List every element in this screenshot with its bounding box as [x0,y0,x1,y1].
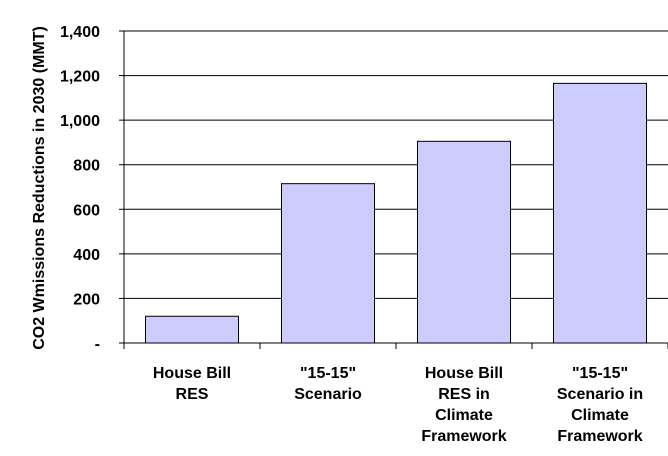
x-category-label: House Bill RES in Climate Framework [421,365,506,445]
x-category-labels: House Bill RES "15-15" Scenario House Bill RE… [153,365,643,445]
x-category-label: House Bill RES [153,365,231,403]
x-category-label-line: House Bill [425,365,503,382]
x-category-label-line: "15-15" [300,365,356,382]
y-tick-label: 800 [73,158,100,175]
x-category-label-line: Scenario in [557,386,643,403]
bar [417,140,511,344]
x-category-label-line: Framework [421,428,506,445]
y-axis-label: CO2 Wmissions Reductions in 2030 (MMT) [31,26,48,350]
bar [553,82,647,344]
x-category-label-line: Scenario [294,386,362,403]
x-category-label-line: "15-15" [572,365,628,382]
x-category-label-line: House Bill [153,365,231,382]
y-tick-label: 1,200 [60,69,100,86]
y-tick-label: - [95,336,100,353]
x-category-label-line: RES in [438,386,490,403]
x-category-label-line: RES [176,386,209,403]
gridlines [124,30,668,299]
y-tick-label: 400 [73,247,100,264]
bars [145,82,647,344]
y-tick-label: 1,000 [60,113,100,130]
y-tick-label: 1,400 [60,24,100,41]
x-category-label-line: Climate [571,407,629,424]
x-category-label-line: Climate [435,407,493,424]
x-category-label: "15-15" Scenario in Climate Framework [557,365,643,445]
bar [145,315,239,344]
x-category-label-line: Framework [557,428,642,445]
bar [281,183,375,344]
y-tick-label: 600 [73,202,100,219]
x-category-label: "15-15" Scenario [294,365,362,403]
y-tick-labels: - 200 400 600 800 1,000 1,200 1,400 [60,24,100,353]
y-tick-label: 200 [73,291,100,308]
axes [119,30,668,349]
